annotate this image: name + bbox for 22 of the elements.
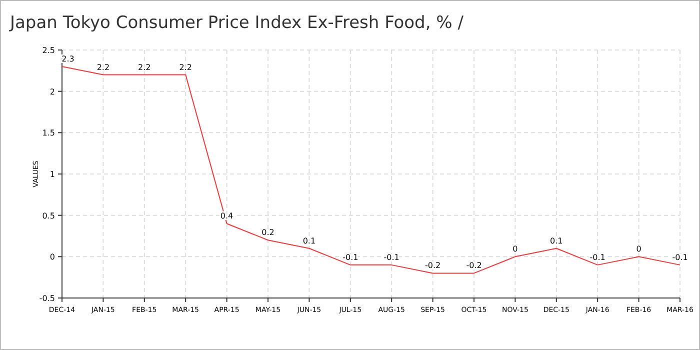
data-label: -0.2 xyxy=(466,261,482,270)
data-label: 0 xyxy=(512,244,518,254)
data-label: -0.1 xyxy=(342,252,358,262)
y-tick-label: 2.5 xyxy=(42,46,55,55)
y-tick-label: 2 xyxy=(50,87,55,96)
data-label: 0 xyxy=(636,244,642,254)
data-label: 2.2 xyxy=(96,62,110,72)
data-label: 0.1 xyxy=(302,236,316,246)
y-tick-label: 1.5 xyxy=(42,128,55,138)
data-label: 0.2 xyxy=(262,228,274,238)
data-label: 2.2 xyxy=(138,62,151,72)
chart-title: Japan Tokyo Consumer Price Index Ex-Fresh Food, % / xyxy=(9,13,464,33)
data-label: -0.1 xyxy=(672,252,688,262)
data-label: -0.1 xyxy=(590,252,606,262)
data-label: 0.1 xyxy=(550,236,563,246)
y-tick-label: 1 xyxy=(50,170,55,179)
data-label: -0.1 xyxy=(384,252,400,262)
y-tick-label: 0 xyxy=(50,252,55,262)
data-label: 2.2 xyxy=(179,62,192,72)
data-label: -0.2 xyxy=(424,261,441,270)
y-tick-label: -0.5 xyxy=(39,294,55,303)
y-tick-label: 0.5 xyxy=(42,211,55,220)
